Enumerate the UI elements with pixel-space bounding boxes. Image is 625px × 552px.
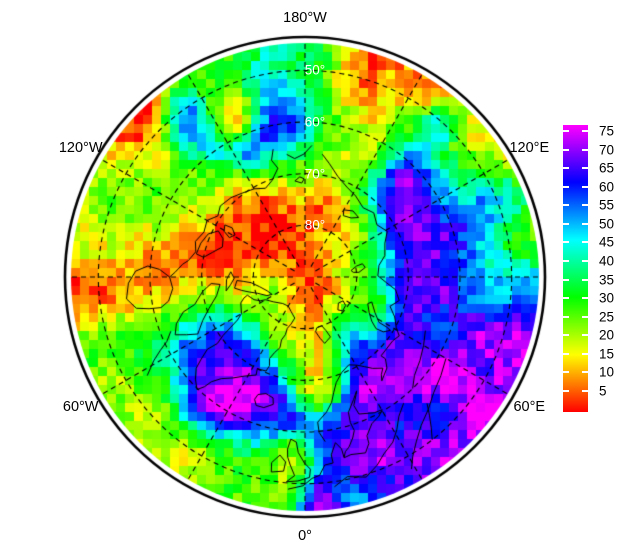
colorbar-tick	[582, 371, 588, 374]
colorbar-tick	[563, 167, 569, 170]
colorbar-tick	[582, 315, 588, 318]
colorbar-tick-label: 55	[599, 197, 615, 213]
meridian-label-180w: 180°W	[283, 10, 327, 26]
colorbar-tick	[563, 130, 569, 132]
parallel-label-60: 60°	[304, 114, 326, 130]
colorbar-tick	[582, 148, 588, 151]
colorbar-tick	[563, 148, 569, 151]
colorbar-tick	[563, 222, 569, 225]
meridian-label-60e: 60°E	[513, 398, 546, 415]
colorbar-tick	[563, 315, 569, 318]
colorbar-tick-label: 15	[599, 346, 615, 362]
colorbar: 75 70 65 60 55 50 45 40 35 30 25 20 15 10 5	[563, 124, 614, 412]
meridian-label-120e: 120°E	[509, 139, 550, 156]
colorbar-tick	[563, 241, 569, 244]
colorbar-tick-label: 25	[599, 309, 615, 325]
colorbar-tick-label: 30	[599, 290, 615, 306]
colorbar-tick-label: 20	[599, 327, 615, 343]
colorbar-tick-label: 10	[599, 364, 615, 380]
colorbar-tick	[582, 334, 588, 337]
meridian-label-120w: 120°W	[58, 139, 103, 156]
colorbar-tick-label: 45	[599, 234, 615, 250]
colorbar-tick	[563, 297, 569, 300]
colorbar-tick	[582, 241, 588, 244]
colorbar-tick	[582, 185, 588, 188]
colorbar-tick-label: 70	[599, 142, 615, 158]
colorbar-tick	[582, 260, 588, 262]
colorbar-gradient	[563, 125, 588, 412]
colorbar-tick	[563, 371, 569, 374]
parallel-label-50: 50°	[304, 62, 326, 78]
colorbar-tick	[582, 352, 588, 355]
colorbar-tick	[563, 260, 569, 262]
colorbar-tick-label: 60	[599, 179, 615, 195]
colorbar-tick	[582, 390, 588, 392]
colorbar-tick	[582, 130, 588, 132]
colorbar-tick	[563, 204, 569, 207]
colorbar-tick	[563, 390, 569, 392]
colorbar-tick-label: 65	[599, 160, 615, 176]
meridian-label-0: 0°	[298, 528, 312, 544]
colorbar-tick	[563, 334, 569, 337]
meridian-label-60w: 60°W	[62, 398, 99, 415]
colorbar-tick-label: 40	[599, 253, 615, 269]
colorbar-tick	[582, 204, 588, 207]
colorbar-tick	[582, 222, 588, 225]
colorbar-tick	[582, 278, 588, 281]
colorbar-tick	[563, 278, 569, 281]
colorbar-tick-label: 75	[599, 123, 615, 139]
colorbar-tick	[563, 185, 569, 188]
colorbar-tick-label: 5	[599, 383, 607, 399]
colorbar-tick	[563, 352, 569, 355]
colorbar-tick-label: 50	[599, 216, 615, 232]
parallel-label-80: 80°	[304, 217, 326, 233]
parallel-label-70: 70°	[304, 166, 326, 182]
colorbar-tick	[582, 167, 588, 170]
colorbar-tick	[582, 297, 588, 300]
colorbar-tick-label: 35	[599, 272, 615, 288]
